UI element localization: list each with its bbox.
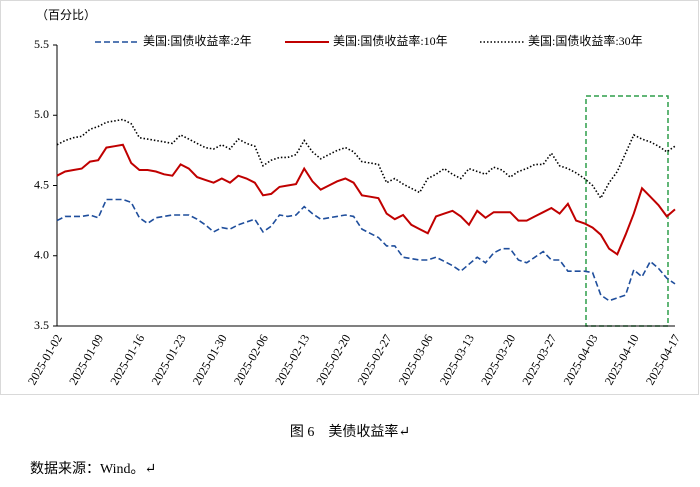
series-line	[56, 143, 676, 256]
unit-label: （百分比）	[36, 8, 96, 22]
y-tick-label: 4.0	[34, 248, 49, 262]
x-tick-label: 2025-03-27	[519, 332, 559, 387]
source-note: 数据来源：Wind。↵	[30, 461, 156, 477]
y-tick-label: 5.0	[34, 107, 49, 121]
x-tick-label: 2025-04-03	[560, 332, 600, 387]
legend-label: 美国:国债收益率:2年	[143, 33, 252, 48]
x-tick-label: 2025-04-10	[602, 332, 642, 387]
x-tick-label: 2025-03-13	[437, 332, 477, 387]
x-tick-label: 2025-02-20	[313, 332, 353, 387]
x-tick-label: 2025-03-20	[478, 332, 518, 387]
x-tick-label: 2025-02-06	[231, 332, 271, 387]
series-line	[56, 118, 676, 200]
x-tick-label: 2025-01-02	[25, 332, 65, 387]
chart-border	[0, 0, 699, 395]
x-tick-label: 2025-01-30	[190, 332, 230, 387]
y-tick-label: 3.5	[34, 318, 49, 332]
figure-caption: 图 6 美债收益率↵	[290, 423, 410, 440]
series-line	[56, 198, 676, 302]
legend-label: 美国:国债收益率:10年	[333, 33, 448, 48]
x-tick-label: 2025-02-27	[354, 332, 394, 387]
legend-label: 美国:国债收益率:30年	[528, 33, 643, 48]
x-tick-label: 2025-01-16	[107, 332, 147, 387]
y-tick-label: 5.5	[34, 37, 49, 51]
x-tick-label: 2025-03-06	[396, 332, 436, 387]
x-tick-label: 2025-04-17	[643, 332, 683, 387]
x-tick-label: 2025-01-23	[148, 332, 188, 387]
x-tick-label: 2025-01-09	[66, 332, 106, 387]
x-tick-label: 2025-02-13	[272, 332, 312, 387]
y-tick-label: 4.5	[34, 177, 49, 191]
